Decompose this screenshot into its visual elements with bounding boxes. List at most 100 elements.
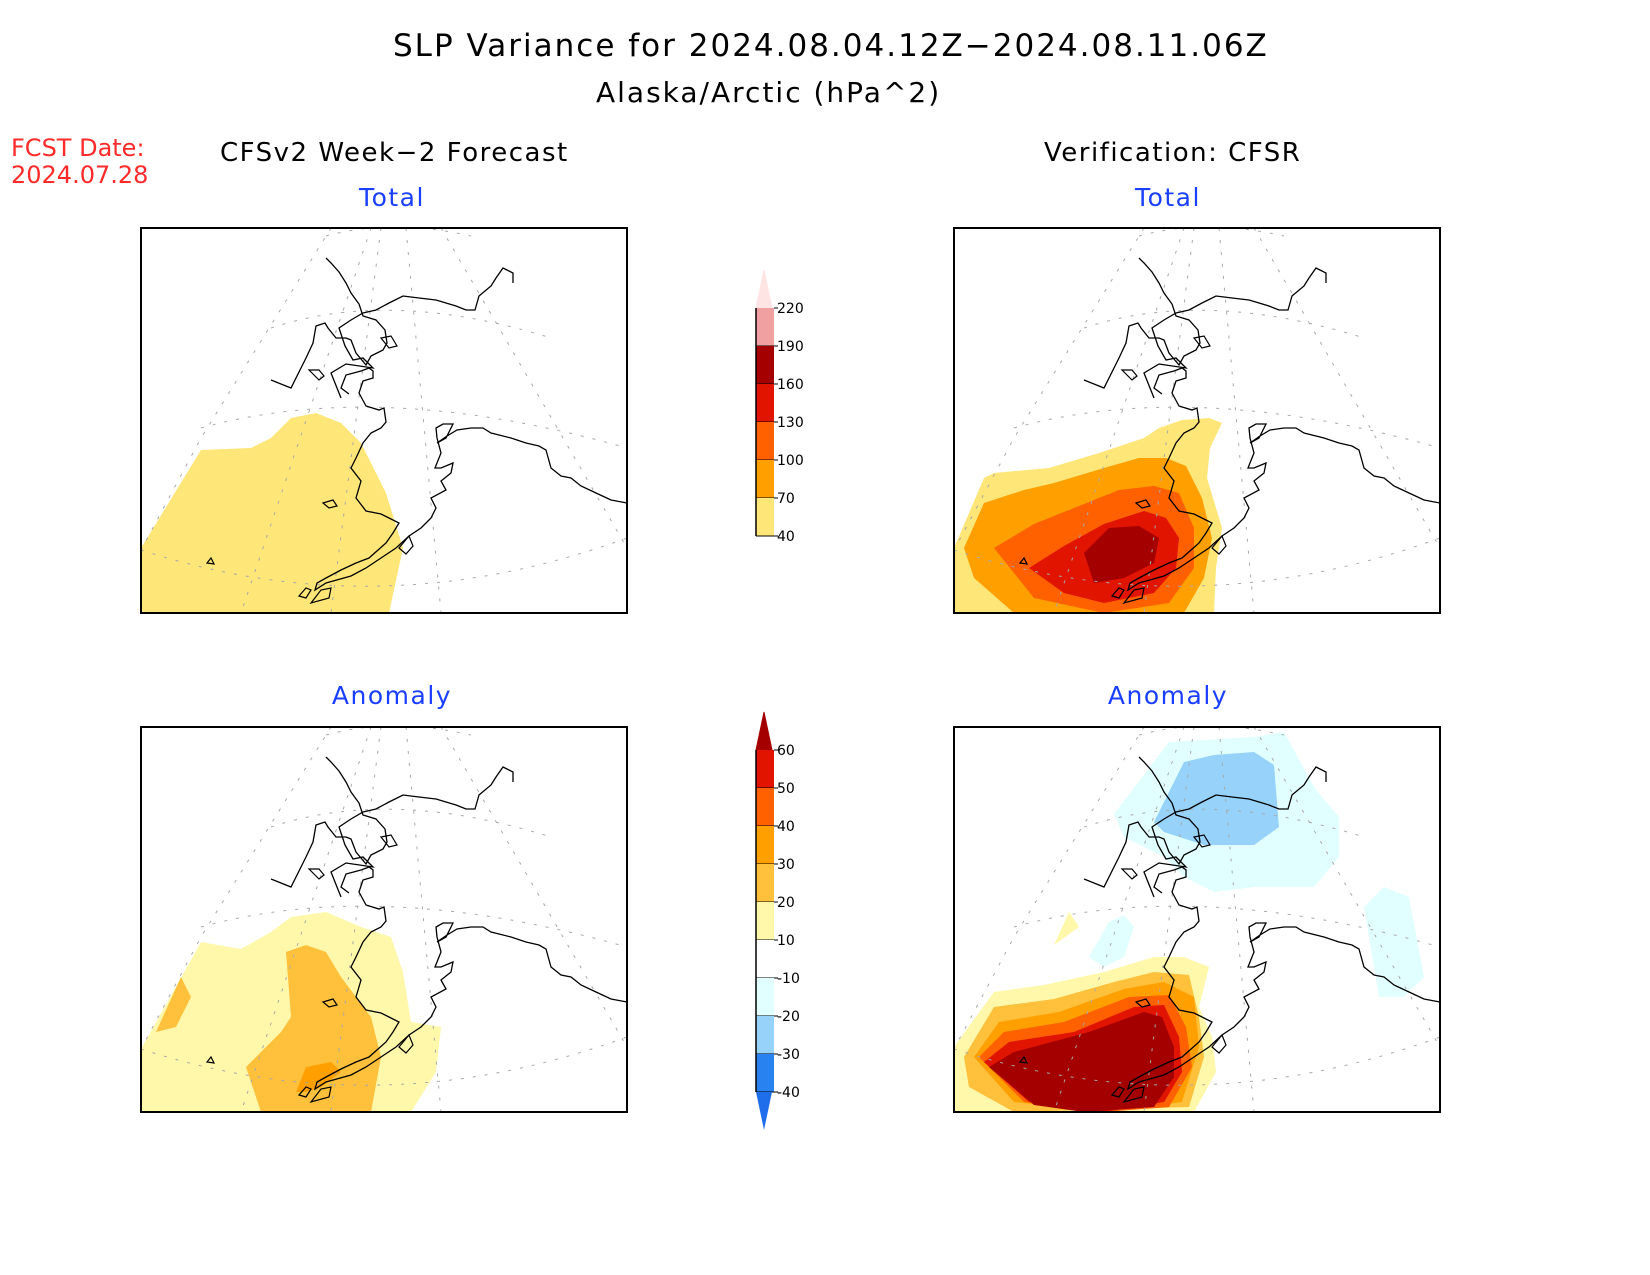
graticule-line xyxy=(1013,406,1440,449)
graticule-line xyxy=(1083,309,1365,339)
colorbar-tick-label: 100 xyxy=(777,453,804,469)
colorbar-tick-label: -40 xyxy=(777,1085,800,1101)
forecast-anomaly-title: Anomaly xyxy=(331,681,453,710)
island-outline xyxy=(1122,587,1145,605)
colorbar-segment xyxy=(756,460,774,498)
colorbar-segment xyxy=(756,422,774,460)
island-outline xyxy=(398,1033,414,1054)
panel-verification-anomaly xyxy=(953,726,1441,1113)
graticule-line xyxy=(1253,727,1440,1048)
forecast-column-title: CFSv2 Week−2 Forecast xyxy=(220,138,569,168)
island-outline xyxy=(1018,556,1029,565)
panel-forecast-anomaly xyxy=(140,726,628,1113)
coastline xyxy=(270,257,627,592)
colorbar-tick-label: 60 xyxy=(777,743,795,759)
colorbar-tick-label: -20 xyxy=(777,1009,800,1025)
island-outline xyxy=(1134,499,1151,509)
panel-verification-total xyxy=(953,227,1441,614)
graticule-line xyxy=(1143,727,1195,1112)
graticule-line xyxy=(405,228,442,613)
island-outline xyxy=(1120,369,1138,381)
colorbar-segment xyxy=(756,1016,774,1054)
island-outline xyxy=(1122,1086,1145,1104)
island-outline xyxy=(307,868,325,880)
island-outline xyxy=(1211,1033,1227,1054)
graticule-line xyxy=(1218,727,1255,1112)
graticule xyxy=(954,228,1440,613)
colorbar-tick-label: 130 xyxy=(777,415,804,431)
colorbar-segment xyxy=(756,864,774,902)
graticule-line xyxy=(240,228,372,613)
colorbar-tick-label: 40 xyxy=(777,529,795,545)
chart-subtitle: Alaska/Arctic (hPa^2) xyxy=(596,76,942,109)
colorbar-segment xyxy=(756,498,774,536)
graticule-line xyxy=(1143,228,1195,613)
contour-fill xyxy=(1054,912,1079,945)
colorbar-total: 40 70 100 130 160 190 220 xyxy=(755,269,804,545)
contour-fill xyxy=(1089,915,1134,967)
coastline xyxy=(270,756,627,1091)
graticule-line xyxy=(270,309,552,339)
graticule-line xyxy=(1053,727,1185,1112)
island-outline xyxy=(297,1086,312,1098)
colorbar-tick-label: 50 xyxy=(777,781,795,797)
coastline xyxy=(1083,257,1440,592)
colorbar-tick-label: 30 xyxy=(777,857,795,873)
colorbar-tick-label: -10 xyxy=(777,971,800,987)
colorbar-top-extension xyxy=(755,711,773,751)
colorbar-tick-label: 40 xyxy=(777,819,795,835)
graticule-line xyxy=(240,727,372,1112)
graticule-line xyxy=(440,727,627,1048)
contour-fill xyxy=(1084,526,1159,583)
island-outline xyxy=(1110,1086,1125,1098)
graticule-line xyxy=(405,727,442,1112)
island-outline xyxy=(205,556,216,565)
map-frame xyxy=(140,227,628,614)
colorbar-segment xyxy=(756,940,774,978)
graticule xyxy=(954,727,1440,1112)
island-outline xyxy=(321,998,338,1008)
island-outline xyxy=(321,499,338,509)
island-outline xyxy=(1134,998,1151,1008)
coastline xyxy=(1083,756,1440,1091)
graticule-line xyxy=(330,228,382,613)
graticule-line xyxy=(270,808,552,838)
graticule-line xyxy=(1253,228,1440,549)
map-frame xyxy=(953,726,1441,1113)
colorbar-tick-label: 70 xyxy=(777,491,795,507)
forecast-total-title: Total xyxy=(359,183,425,212)
island-outline xyxy=(205,1055,216,1064)
colorbar-segment xyxy=(756,308,774,346)
island-outline xyxy=(1192,335,1211,349)
graticule-line xyxy=(1218,228,1255,613)
map-frame xyxy=(953,227,1441,614)
colorbar-tick-label: 160 xyxy=(777,377,804,393)
colorbar-tick-label: 220 xyxy=(777,301,804,317)
map-frame xyxy=(140,726,628,1113)
graticule xyxy=(141,228,627,613)
fcst-date-value: 2024.07.28 xyxy=(11,161,149,189)
panel-forecast-total xyxy=(140,227,628,614)
colorbar-tick-label: 20 xyxy=(777,895,795,911)
contour-fill xyxy=(246,945,381,1112)
contour-fill xyxy=(1154,752,1279,845)
colorbar-top-extension xyxy=(755,269,773,309)
colorbar-anomaly: -40 -30 -20 -10 10 20 30 40 50 60 xyxy=(755,711,800,1130)
colorbar-segment xyxy=(756,978,774,1016)
graticule-line xyxy=(440,228,627,549)
colorbar-tick-label: 10 xyxy=(777,933,795,949)
colorbar-segment xyxy=(756,788,774,826)
graticule-line xyxy=(1083,808,1365,838)
island-outline xyxy=(379,335,398,349)
island-outline xyxy=(1110,587,1125,599)
graticule xyxy=(141,727,627,1112)
island-outline xyxy=(398,534,414,555)
contour-fill xyxy=(296,1062,341,1092)
island-outline xyxy=(379,834,398,848)
fcst-date-label: FCST Date: xyxy=(11,134,145,162)
verification-column-title: Verification: CFSR xyxy=(1044,138,1302,168)
chart-title: SLP Variance for 2024.08.04.12Z−2024.08.… xyxy=(393,28,1269,64)
graticule-line xyxy=(330,727,382,1112)
contour-fill xyxy=(156,977,191,1032)
